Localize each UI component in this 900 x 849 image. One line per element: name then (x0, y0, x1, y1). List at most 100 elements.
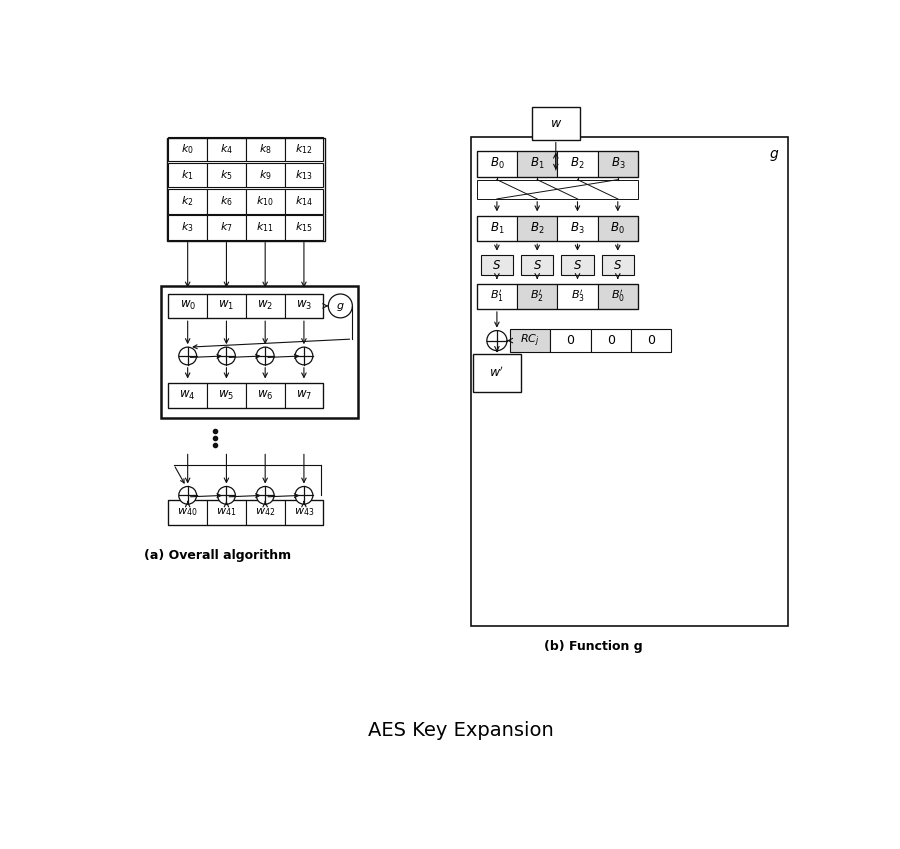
Circle shape (256, 347, 274, 365)
Bar (284, 163, 323, 188)
Text: $k_4$: $k_4$ (220, 142, 233, 155)
Text: S: S (534, 259, 541, 272)
Bar (168, 500, 323, 525)
Text: $k_8$: $k_8$ (259, 142, 272, 155)
Bar (246, 163, 284, 188)
Text: $w_{41}$: $w_{41}$ (216, 506, 237, 518)
Bar (160, 286, 358, 419)
Text: $w_{43}$: $w_{43}$ (293, 506, 314, 518)
Bar (598, 284, 638, 309)
Text: S: S (574, 259, 581, 272)
Bar (477, 284, 638, 309)
Bar (557, 151, 598, 177)
Text: $w_0$: $w_0$ (180, 300, 196, 312)
Bar (207, 383, 246, 408)
Bar (168, 383, 207, 408)
Bar (477, 216, 517, 241)
Bar (168, 294, 323, 318)
Text: $w_{40}$: $w_{40}$ (177, 506, 198, 518)
Text: $w_{42}$: $w_{42}$ (255, 506, 275, 518)
Circle shape (295, 347, 313, 365)
Text: $B_1$: $B_1$ (490, 221, 504, 236)
Bar (207, 215, 246, 239)
Bar (590, 329, 631, 352)
Text: 0: 0 (566, 334, 574, 347)
Bar (562, 255, 594, 275)
Circle shape (179, 486, 196, 504)
Text: $w_6$: $w_6$ (257, 389, 274, 402)
Text: $B_0'$: $B_0'$ (611, 289, 625, 304)
Text: 0: 0 (647, 334, 655, 347)
Text: $B_3'$: $B_3'$ (571, 289, 584, 304)
Text: $B_2'$: $B_2'$ (530, 289, 544, 304)
Text: $B_1$: $B_1$ (530, 156, 544, 171)
Text: g: g (337, 301, 344, 311)
Circle shape (295, 486, 313, 504)
Text: $RC_j$: $RC_j$ (520, 332, 540, 349)
Bar (601, 255, 634, 275)
Text: $k_0$: $k_0$ (181, 142, 194, 155)
Bar (284, 137, 323, 161)
Text: $k_5$: $k_5$ (220, 168, 233, 182)
Bar (598, 216, 638, 241)
Text: $k_{13}$: $k_{13}$ (295, 168, 312, 182)
Bar (207, 188, 246, 214)
Text: $k_{14}$: $k_{14}$ (295, 194, 313, 208)
Circle shape (179, 347, 196, 365)
Text: $k_1$: $k_1$ (181, 168, 194, 182)
Bar (246, 137, 284, 161)
Text: $B_3$: $B_3$ (610, 156, 626, 171)
Text: (b) Function g: (b) Function g (544, 640, 643, 653)
Bar (284, 188, 323, 214)
Bar (246, 500, 284, 525)
Text: AES Key Expansion: AES Key Expansion (368, 722, 554, 740)
Bar (518, 151, 557, 177)
Bar (477, 216, 638, 241)
Text: S: S (493, 259, 500, 272)
Bar (518, 216, 557, 241)
Bar (518, 284, 557, 309)
Bar (521, 255, 553, 275)
Text: $k_9$: $k_9$ (259, 168, 272, 182)
Bar (631, 329, 671, 352)
Bar (471, 138, 788, 627)
Circle shape (328, 294, 353, 318)
Bar (207, 163, 246, 188)
Text: $B_3$: $B_3$ (571, 221, 585, 236)
Circle shape (256, 486, 274, 504)
Bar (472, 354, 521, 392)
Text: $B_1'$: $B_1'$ (490, 289, 504, 304)
Text: 0: 0 (607, 334, 615, 347)
Bar (284, 500, 323, 525)
Text: $w'$: $w'$ (490, 366, 504, 380)
Text: $k_3$: $k_3$ (181, 221, 194, 234)
Bar (166, 138, 325, 241)
Text: $w_2$: $w_2$ (257, 300, 274, 312)
Text: $B_2$: $B_2$ (530, 221, 544, 236)
Bar (207, 500, 246, 525)
Text: $k_{12}$: $k_{12}$ (295, 142, 312, 155)
Bar (207, 294, 246, 318)
Bar (557, 284, 598, 309)
Bar (284, 294, 323, 318)
Bar (477, 284, 517, 309)
Text: $k_{15}$: $k_{15}$ (295, 221, 312, 234)
Bar (168, 163, 207, 188)
Text: $B_2$: $B_2$ (571, 156, 585, 171)
Circle shape (487, 330, 507, 351)
Bar (246, 294, 284, 318)
Text: g: g (770, 147, 778, 161)
Circle shape (218, 486, 235, 504)
Bar (477, 151, 638, 177)
Text: $k_6$: $k_6$ (220, 194, 233, 208)
Bar (246, 188, 284, 214)
Bar (168, 294, 207, 318)
Bar (168, 383, 323, 408)
Bar (598, 151, 638, 177)
Text: $B_0$: $B_0$ (490, 156, 504, 171)
Bar (207, 137, 246, 161)
Circle shape (218, 347, 235, 365)
Text: $k_7$: $k_7$ (220, 221, 233, 234)
Text: (a) Overall algorithm: (a) Overall algorithm (144, 549, 291, 562)
Text: $w$: $w$ (550, 117, 562, 130)
